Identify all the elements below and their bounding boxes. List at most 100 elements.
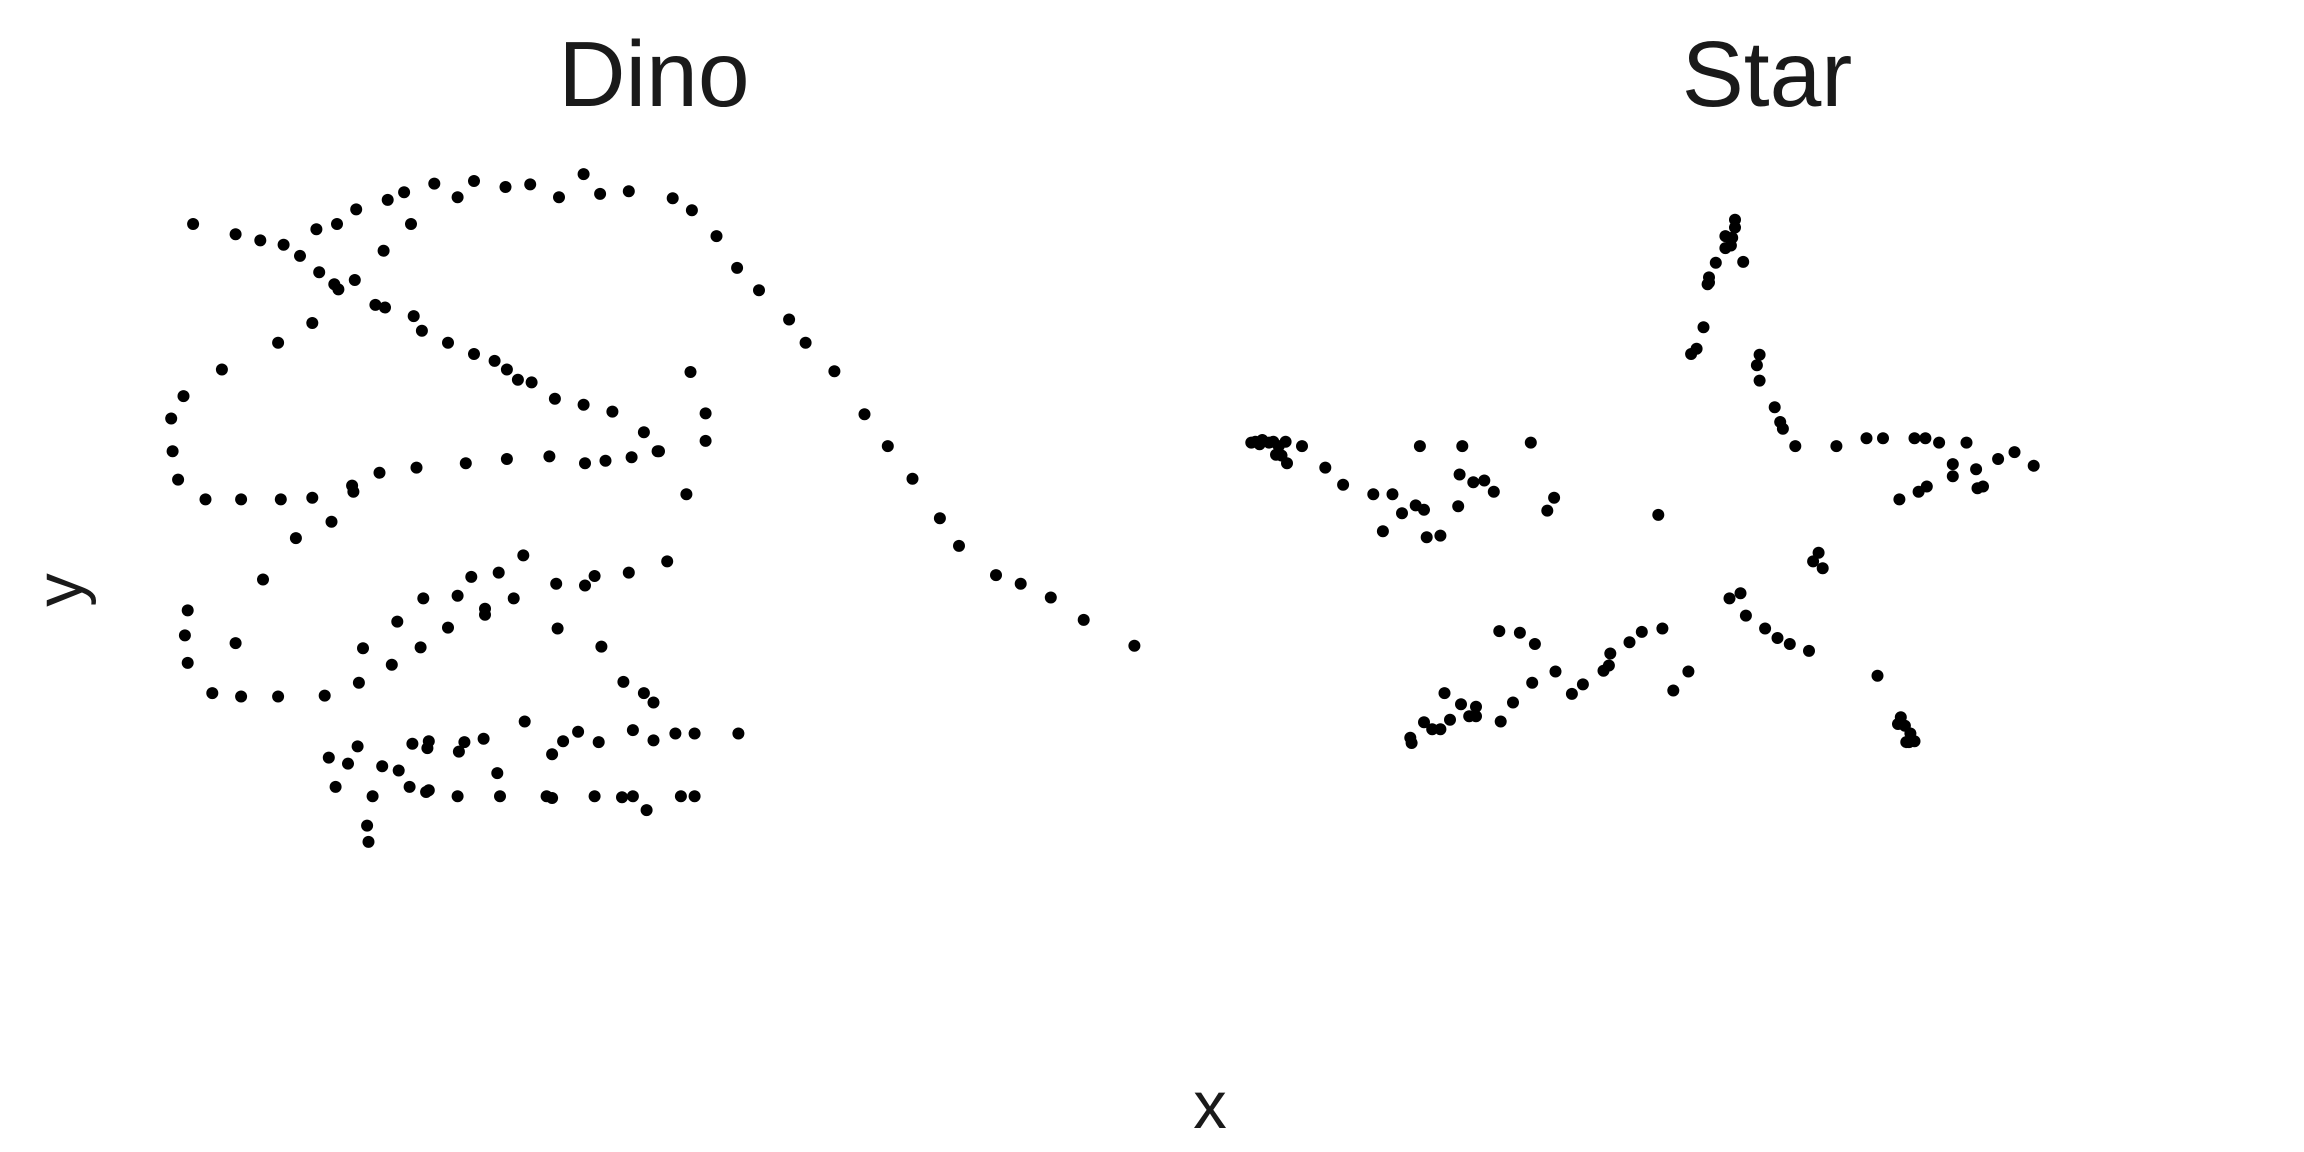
scatter-point-star-80 [1420, 531, 1433, 544]
point-group-star [1245, 213, 2040, 749]
scatter-point-dino-136 [366, 790, 379, 803]
scatter-point-dino-120 [688, 727, 701, 740]
scatter-point-dino-5 [348, 274, 361, 286]
scatter-point-star-73 [1656, 622, 1669, 635]
scatter-point-star-63 [1444, 713, 1456, 726]
scatter-point-star-84 [1467, 476, 1480, 489]
scatter-point-dino-155 [452, 745, 465, 758]
scatter-point-dino-93 [352, 676, 365, 689]
scatter-point-star-101 [1296, 440, 1308, 453]
scatter-point-dino-80 [699, 407, 712, 420]
scatter-point-star-114 [2027, 459, 2040, 472]
scatter-point-dino-101 [229, 637, 242, 650]
scatter-point-dino-154 [421, 742, 434, 755]
scatter-point-dino-38 [415, 324, 428, 337]
scatter-point-dino-50 [310, 223, 323, 236]
scatter-point-dino-62 [685, 204, 698, 217]
scatter-point-star-48 [1604, 647, 1617, 660]
scatter-point-dino-139 [322, 751, 335, 764]
scatter-point-star-76 [1376, 525, 1389, 538]
scatter-point-dino-104 [325, 515, 338, 528]
scatter-point-dino-98 [181, 656, 194, 669]
scatter-point-star-61 [1426, 723, 1439, 736]
scatter-point-star-85 [1478, 474, 1491, 487]
scatter-point-dino-6 [306, 317, 319, 329]
scatter-point-star-74 [1723, 592, 1736, 605]
scatter-point-dino-116 [617, 675, 630, 688]
y-axis-title: y [22, 573, 97, 607]
scatter-point-star-66 [1507, 696, 1519, 709]
scatter-point-dino-54 [398, 186, 411, 199]
scatter-point-star-106 [1413, 440, 1426, 453]
scatter-point-star-43 [1771, 632, 1784, 644]
scatter-point-star-28 [1912, 485, 1925, 498]
scatter-point-star-67 [1526, 676, 1539, 689]
scatter-point-dino-156 [491, 767, 504, 780]
scatter-point-dino-132 [494, 790, 506, 803]
scatter-point-dino-35 [488, 354, 501, 367]
scatter-point-star-30 [1812, 546, 1825, 559]
point-group-dino [165, 168, 1141, 848]
scatter-point-star-99 [1270, 448, 1282, 461]
scatter-point-star-19 [1776, 422, 1789, 435]
scatter-point-dino-152 [406, 737, 419, 750]
scatter-point-star-14 [1753, 348, 1766, 361]
scatter-point-dino-100 [181, 604, 194, 617]
scatter-point-star-72 [1635, 625, 1648, 638]
scatter-point-star-44 [1759, 622, 1772, 635]
scatter-point-star-45 [1739, 609, 1752, 622]
scatter-point-dino-112 [517, 549, 530, 562]
scatter-point-dino-47 [254, 234, 267, 247]
scatter-point-dino-59 [594, 187, 607, 200]
scatter-point-dino-153 [351, 740, 364, 753]
scatter-point-star-117 [2008, 446, 2021, 459]
scatter-point-star-41 [1803, 644, 1815, 657]
scatter-point-star-100 [1281, 457, 1293, 470]
scatter-point-star-111 [1933, 436, 1946, 449]
scatter-point-star-16 [1753, 374, 1766, 387]
scatter-point-dino-49 [187, 218, 200, 230]
scatter-point-dino-118 [647, 696, 660, 709]
scatter-point-dino-113 [551, 622, 564, 635]
scatter-point-dino-103 [289, 532, 302, 545]
scatter-point-dino-64 [731, 261, 744, 274]
scatter-point-star-42 [1783, 638, 1796, 650]
scatter-point-dino-144 [477, 732, 490, 745]
scatter-point-dino-9 [177, 390, 190, 403]
scatter-point-dino-121 [732, 727, 745, 740]
scatter-point-dino-75 [1014, 577, 1027, 590]
scatter-point-star-31 [1807, 555, 1820, 568]
scatter-point-dino-22 [543, 450, 556, 463]
scatter-point-dino-45 [294, 249, 306, 262]
scatter-point-star-54 [1470, 700, 1482, 713]
scatter-point-dino-15 [274, 493, 287, 506]
scatter-point-dino-37 [442, 336, 454, 349]
scatter-point-dino-83 [661, 555, 674, 568]
scatter-point-star-53 [1493, 625, 1506, 638]
scatter-point-dino-74 [990, 569, 1002, 582]
scatter-point-dino-7 [272, 336, 285, 349]
scatter-point-dino-133 [451, 790, 464, 803]
scatter-point-dino-107 [391, 615, 404, 628]
scatter-point-star-40 [1871, 669, 1884, 682]
scatter-point-dino-77 [1077, 613, 1090, 626]
scatter-point-star-62 [1434, 723, 1447, 736]
scatter-point-dino-128 [674, 790, 687, 803]
scatter-point-dino-123 [557, 735, 570, 748]
scatter-point-dino-21 [500, 453, 513, 465]
scatter-point-dino-69 [858, 408, 871, 421]
scatter-point-dino-147 [616, 791, 628, 804]
scatter-point-star-24 [1946, 458, 1959, 471]
scatter-point-star-77 [1396, 507, 1408, 520]
scatter-point-star-20 [1860, 432, 1873, 445]
panel-title-dino: Dino [558, 22, 749, 126]
scatter-point-star-113 [1992, 453, 2005, 465]
scatter-point-dino-135 [392, 764, 405, 777]
scatter-point-star-87 [1541, 504, 1554, 517]
scatter-point-dino-27 [653, 445, 665, 458]
scatter-point-dino-36 [468, 348, 480, 360]
scatter-point-star-47 [1667, 684, 1680, 697]
scatter-point-star-75 [1734, 587, 1747, 600]
scatter-point-dino-46 [277, 238, 290, 251]
scatter-point-dino-111 [492, 566, 505, 579]
